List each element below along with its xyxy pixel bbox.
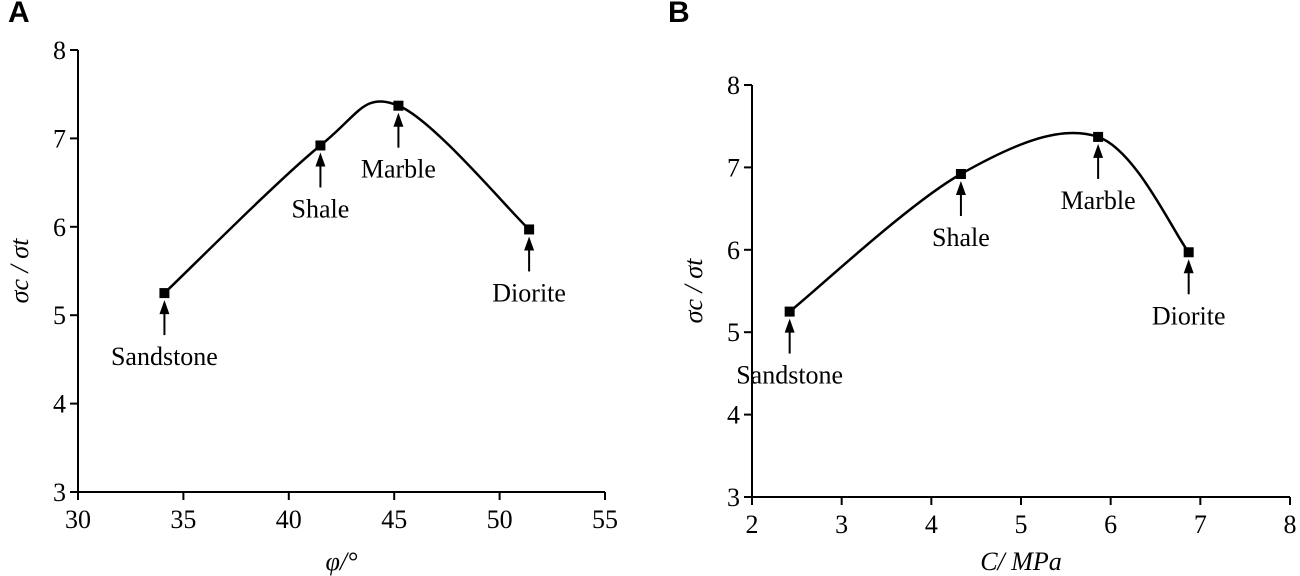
x-tick-label: 40: [276, 505, 302, 534]
point: [955, 168, 966, 179]
y-tick-label: 3: [53, 478, 66, 507]
y-tick-label: 8: [727, 71, 740, 100]
arrow-head: [393, 112, 404, 127]
x-tick-label: 5: [1015, 510, 1028, 539]
x-tick-label: 35: [170, 505, 196, 534]
point-label: Marble: [361, 155, 436, 184]
x-tick-label: 55: [592, 505, 618, 534]
curve: [788, 131, 1190, 313]
y-tick-label: 7: [727, 153, 740, 182]
point: [159, 288, 170, 299]
x-tick-label: 8: [1284, 510, 1297, 539]
y-tick-label: 7: [53, 124, 66, 153]
point: [393, 100, 404, 111]
arrow-head: [315, 152, 326, 167]
point: [1093, 131, 1104, 142]
point: [524, 224, 535, 235]
x-tick-label: 7: [1194, 510, 1207, 539]
x-tick-label: 4: [925, 510, 938, 539]
arrow-head: [784, 318, 795, 333]
curve: [163, 100, 530, 295]
arrow-head: [1183, 259, 1194, 274]
y-tick-label: 5: [53, 301, 66, 330]
y-axis-label: σc / σt: [5, 238, 34, 303]
point-label: Marble: [1061, 186, 1136, 215]
arrow-head: [1093, 143, 1104, 158]
x-tick-label: 2: [746, 510, 759, 539]
y-tick-label: 4: [727, 401, 740, 430]
panel-label: A: [8, 0, 30, 29]
x-tick-label: 6: [1104, 510, 1117, 539]
x-axis-label: C/ MPa: [980, 547, 1062, 576]
y-tick-label: 6: [53, 213, 66, 242]
y-tick-label: 5: [727, 318, 740, 347]
y-tick-label: 3: [727, 483, 740, 512]
point: [315, 140, 326, 151]
point-label: Diorite: [492, 278, 566, 307]
y-tick-label: 4: [53, 390, 66, 419]
point: [1183, 247, 1194, 258]
point-label: Sandstone: [736, 361, 843, 390]
y-tick-label: 6: [727, 236, 740, 265]
point: [784, 306, 795, 317]
arrow-head: [524, 236, 535, 251]
x-tick-label: 45: [381, 505, 407, 534]
x-axis-label: φ/°: [325, 547, 357, 576]
x-tick-label: 50: [487, 505, 513, 534]
point-label: Sandstone: [111, 342, 218, 371]
arrow-head: [159, 300, 170, 315]
panel-label: B: [668, 0, 690, 29]
arrow-head: [955, 180, 966, 195]
y-tick-label: 8: [53, 36, 66, 65]
point-label: Shale: [292, 194, 350, 223]
x-tick-label: 3: [835, 510, 848, 539]
point-label: Shale: [932, 223, 990, 252]
x-tick-label: 30: [65, 505, 91, 534]
point-label: Diorite: [1152, 301, 1226, 330]
y-axis-label: σc / σt: [679, 258, 708, 323]
